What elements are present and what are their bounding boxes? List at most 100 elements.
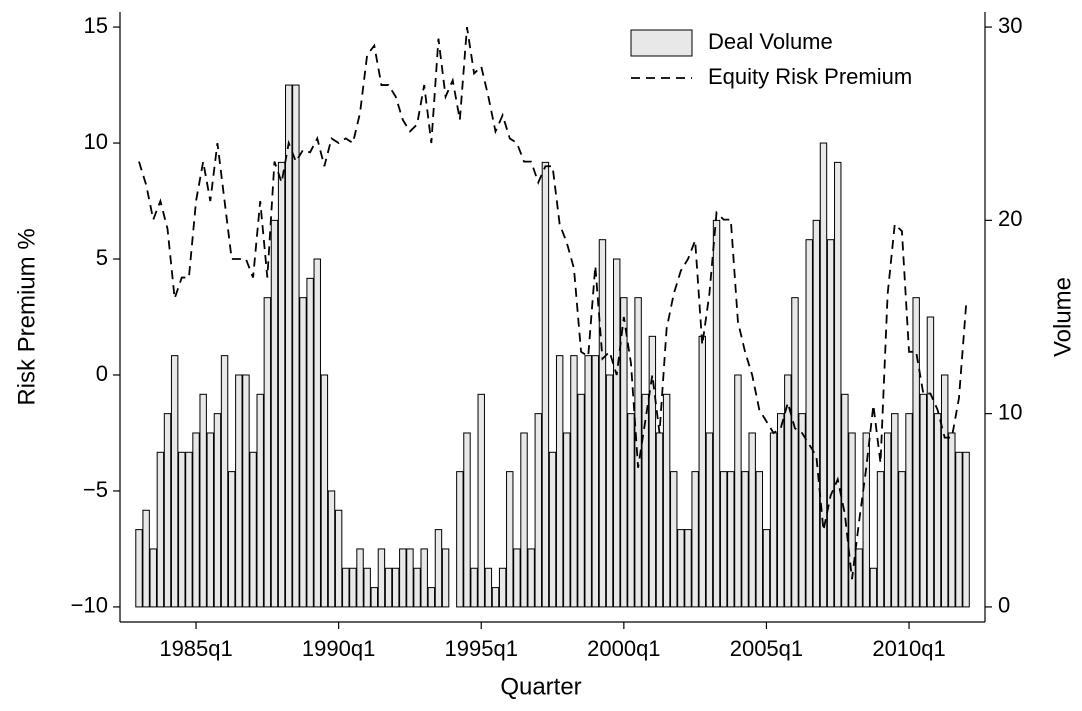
bar bbox=[199, 393, 207, 608]
bar bbox=[256, 393, 264, 608]
bar bbox=[848, 432, 856, 608]
bar bbox=[705, 432, 714, 608]
legend-label: Deal Volume bbox=[708, 29, 833, 54]
bar bbox=[577, 393, 585, 608]
bar bbox=[627, 413, 635, 608]
bar bbox=[441, 548, 450, 608]
x-axis-title: Quarter bbox=[500, 673, 581, 700]
bar bbox=[919, 393, 928, 608]
bar bbox=[570, 355, 578, 608]
bar bbox=[670, 471, 678, 608]
bar bbox=[299, 297, 307, 608]
bar bbox=[805, 239, 813, 608]
bar bbox=[826, 239, 835, 608]
bar bbox=[249, 451, 257, 608]
bar bbox=[178, 451, 186, 608]
bar bbox=[235, 374, 243, 608]
bar bbox=[555, 355, 564, 608]
bar bbox=[213, 413, 222, 608]
bar bbox=[470, 567, 478, 608]
bar bbox=[819, 142, 828, 608]
bar bbox=[477, 393, 485, 608]
y-tick-label: −5 bbox=[83, 477, 108, 502]
bar bbox=[185, 451, 193, 608]
bar bbox=[869, 567, 878, 608]
bar bbox=[776, 413, 785, 608]
bar bbox=[762, 529, 771, 608]
bar bbox=[598, 239, 607, 608]
bar bbox=[391, 567, 400, 608]
bar bbox=[313, 258, 321, 608]
bar bbox=[220, 355, 229, 608]
bar bbox=[648, 335, 657, 608]
bar bbox=[926, 316, 935, 608]
bar bbox=[413, 567, 421, 608]
bar bbox=[584, 355, 592, 608]
y-axis-title: Risk Premium % bbox=[13, 228, 40, 405]
x-tick-label: 2000q1 bbox=[587, 636, 660, 661]
bar bbox=[327, 490, 336, 608]
bar bbox=[784, 374, 792, 608]
bar bbox=[698, 335, 706, 608]
bar bbox=[841, 393, 849, 608]
bar bbox=[933, 413, 942, 608]
bar bbox=[270, 219, 279, 608]
bar bbox=[755, 471, 764, 608]
bar bbox=[370, 587, 378, 608]
bar bbox=[149, 548, 157, 608]
bar bbox=[513, 548, 521, 608]
bar bbox=[506, 471, 514, 608]
legend-swatch bbox=[630, 29, 693, 57]
bar bbox=[677, 529, 685, 608]
bar bbox=[456, 471, 464, 608]
bar bbox=[898, 471, 906, 608]
bar bbox=[142, 509, 150, 608]
bar bbox=[135, 529, 143, 608]
bar bbox=[812, 219, 821, 608]
y2-tick-label: 20 bbox=[998, 206, 1022, 231]
bar bbox=[434, 529, 443, 608]
bar bbox=[484, 567, 493, 608]
bar bbox=[613, 258, 621, 608]
bar bbox=[534, 413, 542, 608]
legend-label: Equity Risk Premium bbox=[708, 64, 912, 89]
bar bbox=[406, 548, 414, 608]
y-tick-label: 0 bbox=[96, 361, 108, 386]
x-tick-label: 2005q1 bbox=[730, 636, 803, 661]
y2-tick-label: 10 bbox=[998, 399, 1022, 424]
bar bbox=[912, 297, 920, 608]
bar bbox=[334, 509, 343, 608]
bar bbox=[662, 393, 671, 608]
bar bbox=[769, 432, 778, 608]
bar bbox=[684, 529, 692, 608]
bar bbox=[463, 432, 471, 608]
line bbox=[138, 26, 967, 580]
bar bbox=[948, 432, 956, 608]
bar bbox=[962, 451, 970, 608]
bar bbox=[363, 567, 371, 608]
bar bbox=[591, 355, 600, 608]
bar bbox=[156, 451, 165, 608]
bar bbox=[285, 84, 293, 608]
y2-tick-label: 30 bbox=[998, 13, 1022, 38]
bar bbox=[876, 471, 885, 608]
bar bbox=[306, 277, 314, 608]
bar bbox=[384, 567, 393, 608]
bar bbox=[741, 471, 749, 608]
bar bbox=[955, 451, 963, 608]
bar bbox=[342, 567, 350, 608]
bar bbox=[349, 567, 357, 608]
bar bbox=[356, 548, 364, 608]
bar bbox=[734, 374, 742, 608]
bar bbox=[520, 432, 528, 608]
bar bbox=[420, 548, 428, 608]
bar bbox=[691, 471, 699, 608]
bar bbox=[527, 548, 535, 608]
bar bbox=[498, 567, 507, 608]
bar bbox=[377, 548, 386, 608]
bar bbox=[427, 587, 436, 608]
bar bbox=[263, 297, 272, 608]
y2-axis-title: Volume bbox=[1049, 277, 1076, 357]
bar bbox=[491, 587, 500, 608]
bar bbox=[192, 432, 200, 608]
